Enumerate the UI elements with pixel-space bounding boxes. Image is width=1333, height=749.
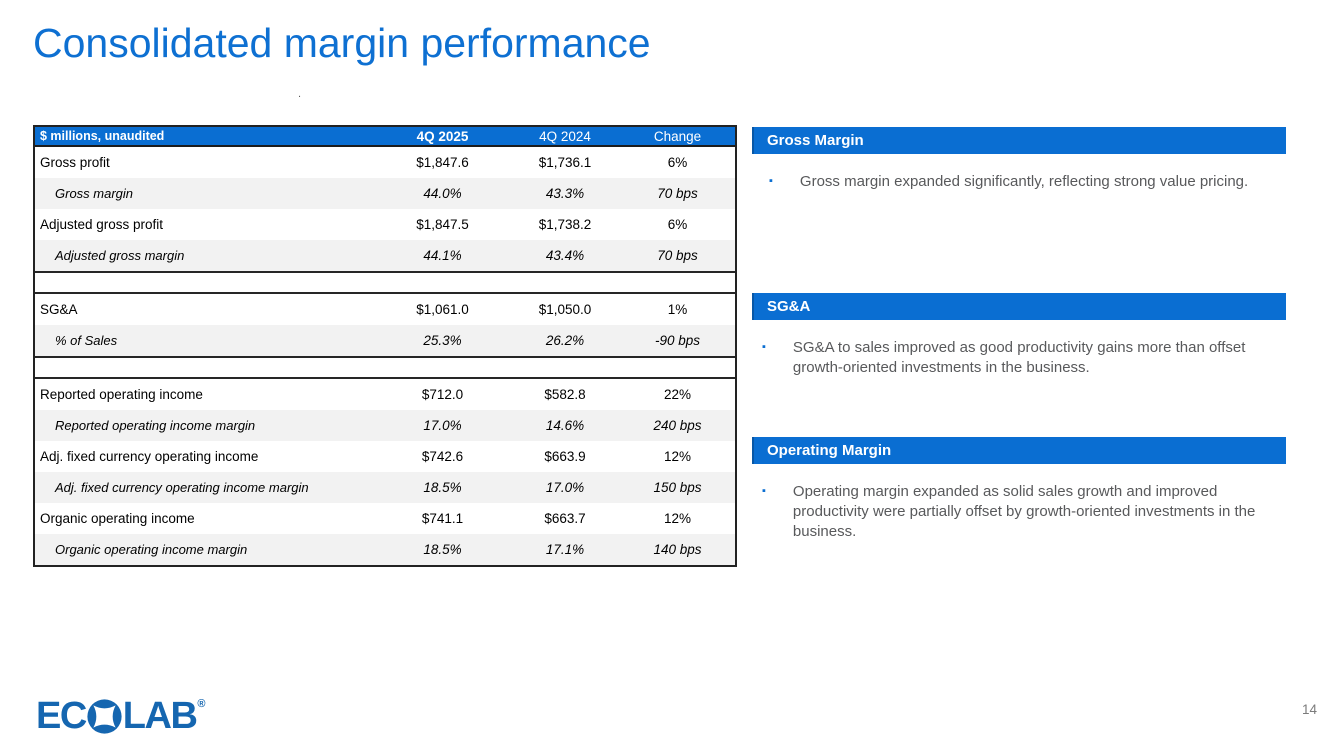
table-header-row: $ millions, unaudited 4Q 2025 4Q 2024 Ch… [35, 127, 735, 147]
table-row: Adj. fixed currency operating income mar… [35, 472, 735, 503]
row-change: 12% [663, 449, 692, 464]
table-spacer-row [35, 271, 735, 294]
row-4q2024: 43.4% [545, 248, 585, 263]
row-label: Adjusted gross profit [40, 217, 164, 232]
callout-operating-margin-title: Operating Margin [752, 437, 1286, 464]
page-number: 14 [1301, 702, 1317, 717]
table-row: Organic operating income $741.1 $663.7 1… [35, 503, 735, 534]
financial-table: $ millions, unaudited 4Q 2025 4Q 2024 Ch… [33, 125, 737, 567]
row-change: 70 bps [657, 248, 698, 263]
row-4q2024: 14.6% [545, 418, 585, 433]
table-spacer-row [35, 356, 735, 379]
row-label: Adj. fixed currency operating income [40, 449, 259, 464]
row-4q2024: 17.0% [545, 480, 585, 495]
row-change: 150 bps [653, 480, 702, 495]
square-bullet-icon: ▪ [769, 175, 773, 187]
row-4q2024: $1,736.1 [538, 155, 592, 170]
row-4q2025: $712.0 [421, 387, 464, 402]
callout-gross-margin-title: Gross Margin [752, 127, 1286, 154]
row-4q2025: $1,847.5 [416, 217, 469, 232]
row-4q2024: $663.9 [544, 449, 586, 464]
table-header-4q2025: 4Q 2025 [416, 128, 469, 144]
callout-gross-margin-body: ▪ Gross margin expanded significantly, r… [752, 172, 1286, 192]
row-label: Adjusted gross margin [55, 248, 185, 263]
row-label: Reported operating income [40, 387, 203, 402]
callout-sga-body: ▪ SG&A to sales improved as good product… [752, 338, 1286, 378]
callout-operating-margin-body: ▪ Operating margin expanded as solid sal… [752, 482, 1286, 542]
callout-gross-margin-text: Gross margin expanded significantly, ref… [799, 173, 1249, 190]
row-4q2025: 18.5% [423, 480, 462, 495]
logo-text-lab: LAB [122, 695, 198, 737]
callout-gross-margin: Gross Margin ▪ Gross margin expanded sig… [752, 127, 1286, 192]
row-label: Organic operating income margin [55, 542, 248, 557]
row-4q2025: 18.5% [423, 542, 462, 557]
table-row: Gross margin 44.0% 43.3% 70 bps [35, 178, 735, 209]
row-label: Gross margin [55, 186, 134, 201]
square-bullet-icon: ▪ [762, 485, 766, 497]
square-bullet-icon: ▪ [762, 341, 766, 353]
table-row: Adjusted gross profit $1,847.5 $1,738.2 … [35, 209, 735, 240]
row-label: Organic operating income [40, 511, 195, 526]
table-row: SG&A $1,061.0 $1,050.0 1% [35, 294, 735, 325]
row-4q2024: 26.2% [545, 333, 585, 348]
row-4q2024: $582.8 [544, 387, 586, 402]
row-4q2025: 44.1% [423, 248, 462, 263]
row-4q2024: $1,738.2 [538, 217, 592, 232]
row-change: 70 bps [657, 186, 698, 201]
table-header-units: $ millions, unaudited [40, 129, 165, 143]
row-4q2024: $1,050.0 [538, 302, 592, 317]
callout-sga-text: SG&A to sales improved as good productiv… [792, 339, 1246, 376]
callout-operating-margin: Operating Margin ▪ Operating margin expa… [752, 437, 1286, 542]
row-change: 6% [667, 217, 688, 232]
row-4q2025: 25.3% [423, 333, 462, 348]
row-change: 6% [667, 155, 688, 170]
table-row: Reported operating income $712.0 $582.8 … [35, 379, 735, 410]
row-4q2025: 17.0% [423, 418, 462, 433]
row-label: Reported operating income margin [55, 418, 256, 433]
row-4q2025: $1,061.0 [416, 302, 469, 317]
row-label: Adj. fixed currency operating income mar… [55, 480, 309, 495]
stray-period: . [298, 88, 302, 100]
row-label: % of Sales [55, 333, 118, 348]
table-row: Adj. fixed currency operating income $74… [35, 441, 735, 472]
ecolab-star-icon [87, 698, 122, 734]
page-title: Consolidated margin performance [33, 20, 651, 66]
table-row: Organic operating income margin 18.5% 17… [35, 534, 735, 565]
callout-sga: SG&A ▪ SG&A to sales improved as good pr… [752, 293, 1286, 378]
callout-operating-margin-text: Operating margin expanded as solid sales… [792, 483, 1256, 540]
row-4q2024: 17.1% [545, 542, 585, 557]
registered-trademark-icon: ® [197, 697, 206, 710]
row-label: SG&A [40, 302, 78, 317]
table-header-change: Change [653, 128, 702, 144]
row-4q2025: 44.0% [423, 186, 462, 201]
row-label: Gross profit [40, 155, 110, 170]
table-row: Adjusted gross margin 44.1% 43.4% 70 bps [35, 240, 735, 271]
row-change: 240 bps [653, 418, 702, 433]
row-4q2025: $1,847.6 [416, 155, 469, 170]
row-change: 140 bps [653, 542, 702, 557]
table-header-4q2024: 4Q 2024 [539, 128, 591, 144]
table-row: Gross profit $1,847.6 $1,736.1 6% [35, 147, 735, 178]
logo-text-ec: EC [36, 695, 87, 737]
row-4q2024: 43.3% [545, 186, 585, 201]
table-row: Reported operating income margin 17.0% 1… [35, 410, 735, 441]
row-change: -90 bps [654, 333, 701, 348]
ecolab-logo: EC LAB ® [36, 695, 206, 737]
row-change: 1% [667, 302, 688, 317]
row-change: 12% [663, 511, 692, 526]
row-4q2024: $663.7 [544, 511, 586, 526]
row-4q2025: $742.6 [421, 449, 464, 464]
callout-sga-title: SG&A [752, 293, 1286, 320]
row-4q2025: $741.1 [421, 511, 464, 526]
table-row: % of Sales 25.3% 26.2% -90 bps [35, 325, 735, 356]
row-change: 22% [663, 387, 692, 402]
